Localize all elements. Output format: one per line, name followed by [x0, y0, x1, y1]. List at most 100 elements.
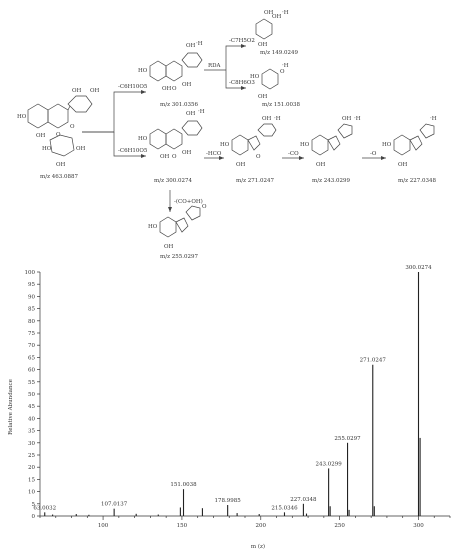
loss-co-oh: -(CO+OH)	[174, 198, 203, 205]
loss-c8h6o3: -C8H6O3	[229, 80, 255, 86]
peak-label: 227.0348	[290, 497, 317, 503]
fragment-301: HO OH OH OH O ·H m/z 301.0356	[138, 41, 203, 108]
svg-text:OH: OH	[182, 82, 192, 88]
parent-mz-label: m/z 463.0887	[40, 174, 78, 180]
y-tick-label: 95	[28, 282, 35, 288]
branch-connector-2	[113, 132, 146, 157]
fragment-300: HO OH OH OH O ·H m/z 300.0274	[138, 109, 205, 184]
svg-text:OH: OH	[186, 43, 196, 49]
loss-hco: -HCO	[206, 151, 222, 157]
svg-text:O: O	[256, 154, 261, 160]
h-bracket-151: ·H	[282, 63, 289, 69]
peak-label: 63.0032	[33, 505, 56, 511]
peak-label: 243.0299	[315, 461, 342, 467]
svg-text:HO: HO	[17, 114, 27, 120]
h-bracket-300: ·H	[198, 109, 205, 115]
y-tick-label: 35	[28, 429, 35, 435]
svg-text:OH: OH	[56, 162, 66, 168]
svg-text:HO: HO	[250, 74, 260, 80]
peak-label: 107.0137	[101, 502, 128, 508]
svg-text:OH: OH	[258, 42, 268, 48]
mz-271-label: m/z 271.0247	[236, 178, 274, 184]
fragment-243: HO OH OH ·H m/z 243.0299	[300, 116, 361, 184]
rda-label: RDA	[208, 63, 222, 69]
svg-text:OH: OH	[72, 88, 82, 94]
fragment-271: HO OH OH O ·H m/z 271.0247	[220, 116, 281, 184]
y-tick-label: 45	[28, 404, 35, 410]
y-tick-label: 50	[28, 392, 35, 398]
h-bracket-227: ·H	[430, 116, 437, 122]
y-tick-label: 100	[25, 270, 36, 276]
x-tick-label: 250	[334, 523, 345, 529]
svg-text:OH: OH	[90, 88, 100, 94]
loss-label-lower: -C6H10O5	[118, 148, 148, 154]
h-bracket-149: ·H	[282, 10, 289, 16]
svg-text:OH: OH	[236, 162, 246, 168]
y-tick-label: 5	[32, 502, 36, 508]
mz-300-label: m/z 300.0274	[154, 178, 192, 184]
fragment-255: HO OH O m/z 255.0297	[148, 204, 207, 260]
svg-text:OH: OH	[36, 133, 46, 139]
y-tick-label: 85	[28, 307, 35, 313]
svg-text:OH: OH	[258, 94, 268, 100]
x-tick-label: 300	[413, 523, 424, 529]
y-tick-label: 75	[28, 331, 35, 337]
peak-label: 215.0346	[271, 505, 298, 511]
svg-text:OH: OH	[160, 154, 170, 160]
h-bracket-243: ·H	[354, 116, 361, 122]
loss-c7h5o2: -C7H5O2	[229, 38, 255, 44]
svg-text:O: O	[172, 154, 177, 160]
x-tick-label: 200	[256, 523, 267, 529]
y-axis-label: Relative Abundance	[8, 379, 14, 435]
peak-label: 151.0038	[170, 482, 197, 488]
peak-label: 255.0297	[334, 436, 361, 442]
loss-o: -O	[370, 151, 377, 157]
svg-text:HO: HO	[42, 146, 52, 152]
loss-co: -CO	[288, 151, 299, 157]
svg-text:OH: OH	[342, 116, 352, 122]
y-tick-label: 40	[28, 416, 35, 422]
svg-text:HO: HO	[138, 136, 148, 142]
svg-text:HO: HO	[220, 142, 230, 148]
mz-301-label: m/z 301.0356	[160, 102, 198, 108]
peak-labels: 63.0032 107.0137 151.0038 178.9985 215.0346 2…	[33, 265, 432, 511]
y-tick-label: 15	[28, 477, 35, 483]
x-tick-label: 150	[177, 523, 188, 529]
svg-text:OH: OH	[316, 162, 326, 168]
y-tick-label: 80	[28, 319, 35, 325]
y-tick-label: 10	[28, 490, 35, 496]
y-tick-label: 55	[28, 380, 35, 386]
svg-text:O: O	[280, 69, 285, 75]
peak-label: 178.9985	[215, 498, 242, 504]
peak-label: 300.0274	[405, 265, 432, 271]
svg-text:OH: OH	[76, 146, 86, 152]
svg-text:OH: OH	[272, 14, 282, 20]
y-tick-label: 0	[32, 514, 36, 520]
svg-text:HO: HO	[148, 224, 158, 230]
parent-molecule: HO OH OH OH O O HO OH OH m/z 463.0887	[17, 88, 100, 180]
axes: 0 5 10 15 20 25 30 35 40 45 50 55 60 65 70 75 80 85 90 95 10…	[25, 270, 451, 529]
svg-text:O: O	[172, 86, 177, 92]
mz-243-label: m/z 243.0299	[312, 178, 350, 184]
loss-label-upper: -C6H10O5	[118, 84, 148, 90]
h-bracket-301: ·H	[196, 41, 203, 47]
fragment-151: HO O OH ·H m/z 151.0038	[250, 63, 300, 108]
svg-text:OH: OH	[398, 162, 408, 168]
fragmentation-scheme: HO OH OH OH O O HO OH OH m/z 463.0887 -C…	[17, 10, 437, 260]
svg-text:OH: OH	[262, 116, 272, 122]
svg-text:O: O	[202, 204, 207, 210]
svg-text:O: O	[56, 132, 61, 138]
mz-227-label: m/z 227.0348	[398, 178, 436, 184]
svg-text:OH: OH	[182, 150, 192, 156]
svg-text:OH: OH	[186, 111, 196, 117]
y-tick-label: 25	[28, 453, 35, 459]
y-tick-label: 65	[28, 355, 35, 361]
svg-text:HO: HO	[382, 142, 392, 148]
mz-149-label: m/z 149.0249	[260, 50, 298, 56]
h-bracket-271: ·H	[274, 116, 281, 122]
svg-text:OH: OH	[162, 86, 172, 92]
y-tick-label: 90	[28, 294, 35, 300]
peak-label: 271.0247	[360, 358, 387, 364]
y-tick-label: 20	[28, 465, 35, 471]
